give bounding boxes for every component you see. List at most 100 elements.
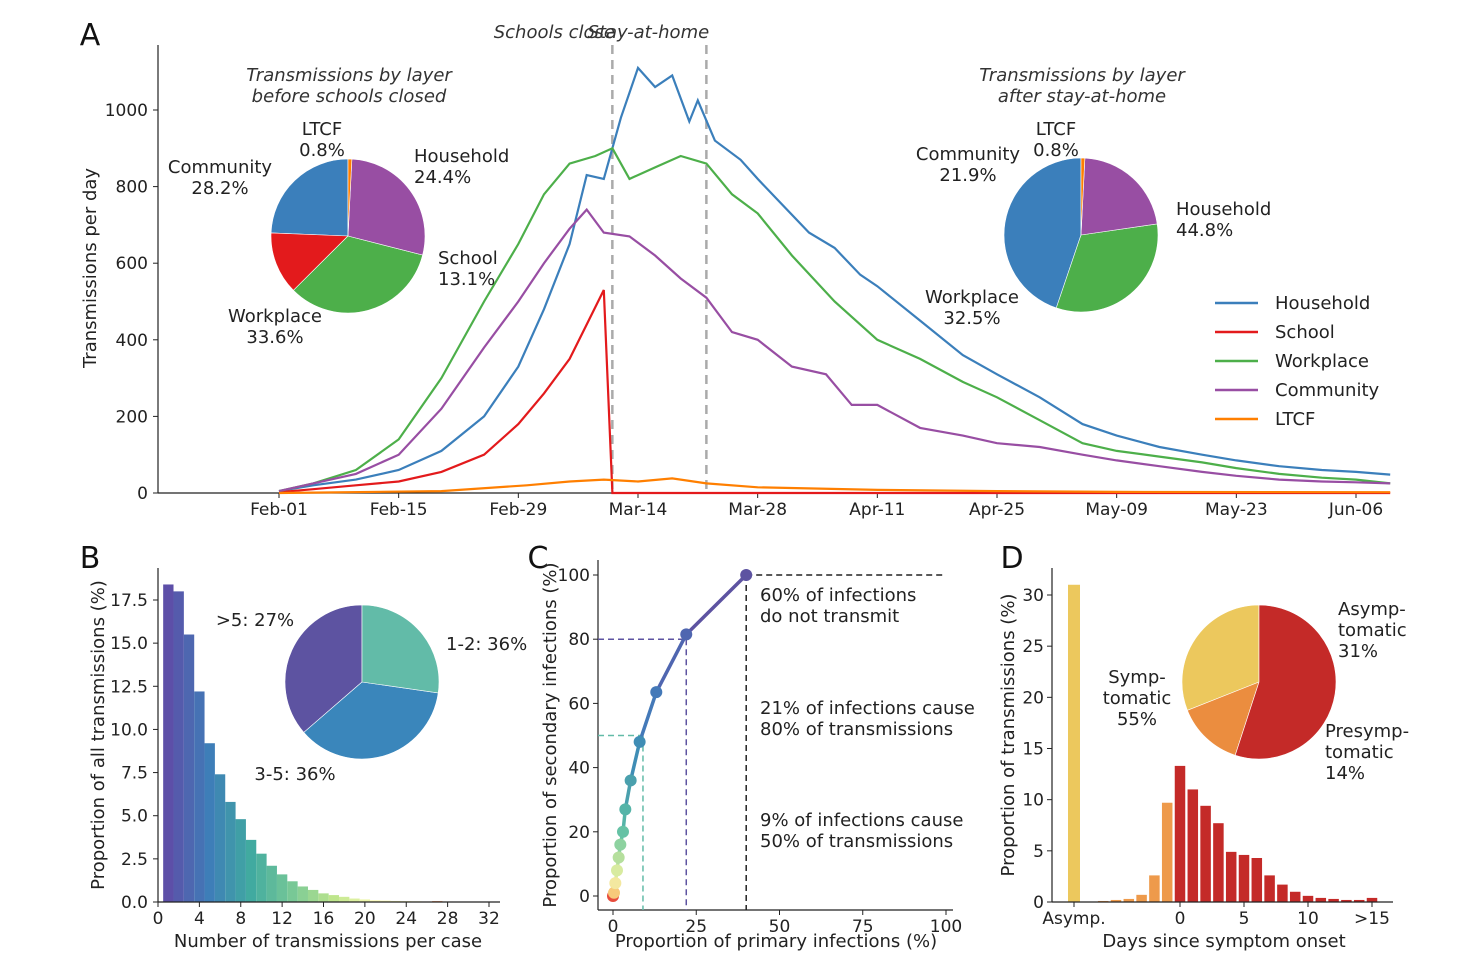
panel-b-xtick-label: 8: [235, 909, 246, 929]
panel-b-xtick-label: 0: [153, 909, 164, 929]
panel-a-xtick-label: Apr-25: [969, 500, 1025, 520]
panel-d-bar: [1366, 897, 1378, 902]
panel-a-xtick-label: May-09: [1085, 500, 1148, 520]
panel-b-xlabel: Number of transmissions per case: [174, 931, 482, 952]
panel-c-point: [607, 886, 620, 899]
panel-c-curve-segment: [654, 633, 688, 693]
pie-label: LTCF: [302, 119, 342, 140]
pie-pct: 32.5%: [943, 308, 1000, 329]
panel-b-ytick-label: 5.0: [121, 807, 148, 827]
panel-c-point: [650, 686, 663, 699]
panel-c-annotation: 21% of infections cause: [760, 698, 975, 719]
panel-b-bar: [256, 853, 267, 902]
panel-c-xlabel: Proportion of primary infections (%): [615, 931, 937, 952]
series-workplace-line: [278, 146, 1391, 493]
panel-d-bar: [1110, 899, 1122, 902]
pie-label: 3-5: 36%: [254, 764, 335, 785]
panel-c-point: [680, 628, 693, 641]
panel-b-bar: [307, 889, 319, 902]
panel-d-xtick-label: 5: [1239, 909, 1250, 929]
panel-c-ytick-label: 20: [568, 823, 590, 843]
panel-b-bar: [328, 895, 340, 902]
panel-d-bar: [1238, 854, 1250, 902]
panel-a-xtick-label: Mar-28: [728, 500, 787, 520]
panel-c-point: [609, 877, 622, 890]
panel-b-xtick-label: 24: [395, 909, 417, 929]
pie-pct: 0.8%: [1033, 140, 1079, 161]
pie-label: >5: 27%: [216, 610, 294, 631]
panel-a-xtick-label: Mar-14: [609, 500, 668, 520]
panel-b-bar: [359, 899, 371, 902]
pie-label: Community: [168, 157, 273, 178]
panel-c-point: [740, 569, 753, 581]
inset-pie-before-slice: [347, 158, 353, 237]
panel-letter-d: D: [1000, 541, 1023, 576]
panel-c-xtick-label: 25: [685, 917, 707, 937]
panel-d-bar: [1277, 884, 1288, 902]
panel-b-ytick-label: 0.0: [121, 893, 148, 913]
pie-label: Asymp-: [1338, 599, 1406, 620]
pie-label: Presymp-: [1325, 721, 1409, 742]
panel-d-bar: [1251, 857, 1263, 902]
panel-d-xtick-label: Asymp.: [1042, 909, 1105, 929]
panel-d-ytick-label: 15: [1022, 740, 1044, 760]
panel-a-ytick-label: 1000: [105, 101, 148, 121]
panel-d-bar: [1174, 765, 1186, 902]
panel-d-ytick-label: 25: [1022, 637, 1044, 657]
legend-label: School: [1275, 322, 1335, 343]
panel-d-bar: [1302, 895, 1314, 902]
panel-c-annotation: 50% of transmissions: [760, 831, 953, 852]
inset-title: before schools closed: [252, 86, 447, 107]
panel-c-point: [624, 774, 637, 787]
panel-b-ytick-label: 17.5: [110, 591, 148, 611]
inset-pie-before-slice: [293, 235, 423, 314]
panel-b-bar: [194, 691, 205, 902]
panel-c-annotation: do not transmit: [760, 606, 899, 627]
inset-pie-after-slice: [1080, 157, 1086, 236]
panel-c-ylabel: Proportion of secondary infections (%): [540, 562, 561, 907]
pie-label: Workplace: [228, 306, 322, 327]
panel-d-bar: [1328, 898, 1339, 902]
panel-d-inset-slice: [1234, 604, 1337, 760]
panel-c-point: [614, 838, 627, 851]
pie-label: tomatic: [1338, 620, 1407, 641]
panel-c-point: [616, 825, 629, 838]
panel-a-xtick-label: Feb-01: [250, 500, 308, 520]
panel-d-bar: [1289, 891, 1301, 902]
panel-a-xtick-label: Feb-15: [370, 500, 428, 520]
panel-b-ytick-label: 15.0: [110, 634, 148, 654]
panel-c-xtick-label: 0: [608, 917, 619, 937]
panel-d-ytick-label: 10: [1022, 791, 1044, 811]
series-ltcf-line: [278, 477, 1391, 495]
legend-label: Workplace: [1275, 351, 1369, 372]
panel-d-bar: [1213, 823, 1224, 902]
pie-label: Workplace: [925, 287, 1019, 308]
panel-b-bar: [235, 819, 246, 902]
panel-c-point: [612, 851, 625, 864]
panel-b-ylabel: Proportion of all transmissions (%): [88, 580, 109, 890]
panel-c-curve-segment: [685, 573, 748, 636]
panel-d-xtick-label: >15: [1354, 909, 1390, 929]
panel-b-bar: [225, 801, 236, 902]
panel-d-bar: [1136, 894, 1147, 902]
panel-a-ytick-label: 200: [116, 407, 148, 427]
pie-pct: 21.9%: [939, 165, 996, 186]
panel-a-xtick-label: Feb-29: [489, 500, 547, 520]
legend-label: LTCF: [1275, 409, 1315, 430]
panel-d-xtick-label: 0: [1175, 909, 1186, 929]
pie-label: Community: [916, 144, 1021, 165]
panel-b-bar: [245, 839, 257, 902]
pie-pct: 24.4%: [414, 167, 471, 188]
panel-d-bar: [1161, 802, 1173, 902]
panel-b-ytick-label: 12.5: [110, 677, 148, 697]
inset-pie-before-slice: [270, 232, 349, 291]
panel-a-ytick-label: 400: [116, 331, 148, 351]
panel-b-bar: [318, 893, 329, 902]
event-label: Schools close: [494, 22, 615, 43]
panel-d-inset-slice: [1181, 604, 1260, 711]
panel-d-bar: [1123, 898, 1135, 902]
pie-label: Household: [1176, 199, 1271, 220]
inset-title: Transmissions by layer: [246, 65, 453, 86]
series-community-line: [278, 207, 1391, 493]
panel-d-xtick-label: 10: [1297, 909, 1319, 929]
